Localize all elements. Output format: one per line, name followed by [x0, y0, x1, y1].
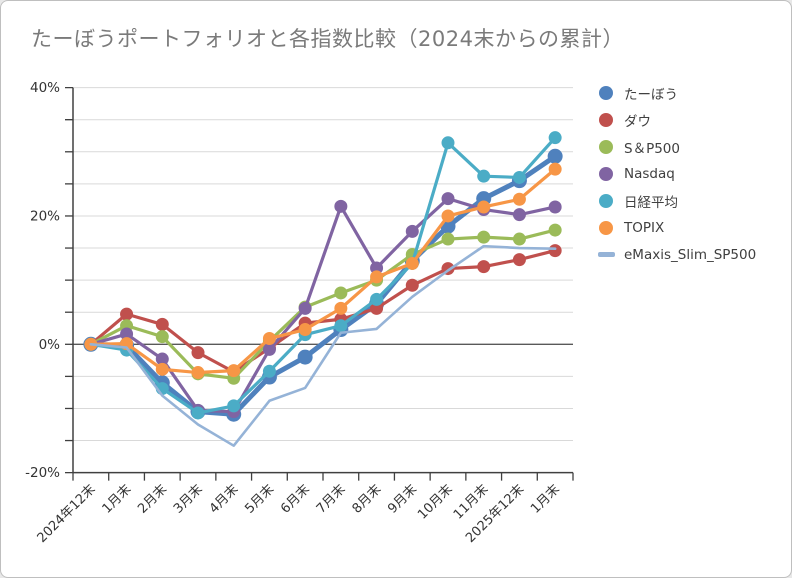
x-tick-label: 1月末 [100, 482, 135, 517]
data-point [548, 244, 562, 258]
data-point [120, 307, 134, 321]
data-point [155, 317, 169, 331]
data-point [477, 200, 491, 214]
data-point [334, 199, 348, 213]
data-point [120, 327, 134, 341]
data-point [370, 270, 384, 284]
legend-label: S＆P500 [624, 140, 680, 157]
legend-label: eMaxis_Slim_SP500 [624, 246, 757, 263]
data-point [441, 192, 455, 206]
data-point [548, 162, 562, 176]
legend-marker-dot [599, 166, 613, 181]
x-tick-label: 10月末 [415, 482, 456, 523]
data-point [297, 349, 313, 365]
series-TOPIX [84, 162, 562, 380]
data-point [227, 399, 241, 413]
data-point [512, 208, 526, 222]
x-tick-label: 3月末 [171, 482, 206, 517]
data-point [477, 169, 491, 183]
legend-marker-dot [599, 139, 613, 154]
chart-title: たーぼうポートフォリオと各指数比較（2024末からの累計） [31, 27, 624, 51]
y-tick-label: 20% [30, 208, 60, 224]
data-point [370, 261, 384, 275]
data-point [512, 170, 526, 184]
data-point [262, 342, 276, 356]
legend-item-eMaxis_Slim_SP500: eMaxis_Slim_SP500 [598, 241, 787, 268]
data-point [298, 301, 312, 315]
x-tick-label: 1月末 [528, 482, 563, 517]
chart-legend: たーぼうダウ S＆P500 Nasdaq 日経平均 TOPIX eMaxis_Slim_S… [598, 79, 787, 268]
legend-item-たーぼう: たーぼう [599, 79, 787, 106]
legend-label: 日経平均 [624, 194, 678, 211]
data-point [405, 224, 419, 238]
data-point [441, 136, 455, 150]
data-point [191, 406, 205, 420]
data-point [441, 232, 455, 246]
legend-marker-dot [599, 193, 613, 208]
legend-item-Nasdaq: Nasdaq [599, 160, 787, 187]
data-point [334, 301, 348, 315]
x-tick-label: 6月末 [278, 482, 313, 517]
x-tick-label: 2月末 [135, 482, 170, 517]
legend-marker-dot [599, 112, 613, 127]
series-eMaxis_Slim_SP500 [89, 244, 557, 447]
data-point [370, 301, 384, 315]
legend-item-TOPIX: TOPIX [599, 214, 787, 241]
data-point [548, 223, 562, 237]
series-日経平均 [84, 131, 562, 420]
x-tick-label: 5月末 [242, 482, 277, 517]
data-point [441, 209, 455, 223]
x-tick-label: 4月末 [207, 482, 242, 517]
legend-item-S＆P500: S＆P500 [599, 133, 787, 160]
data-point [477, 260, 491, 274]
y-tick-label: -20% [25, 465, 60, 481]
x-tick-label: 7月末 [314, 482, 349, 517]
data-point [405, 256, 419, 270]
data-point [512, 232, 526, 246]
data-point [405, 278, 419, 292]
data-point [262, 332, 276, 346]
data-point [298, 323, 312, 337]
data-point [512, 192, 526, 206]
y-axis-ticks: -20% 0% 20% 40% [25, 80, 73, 481]
legend-label: TOPIX [624, 219, 665, 236]
data-point [477, 230, 491, 244]
data-point [370, 292, 384, 306]
legend-label: たーぼう [624, 86, 678, 103]
legend-label: ダウ [624, 113, 651, 130]
data-point [334, 286, 348, 300]
data-point [155, 362, 169, 376]
data-point [155, 330, 169, 344]
data-point [547, 148, 563, 164]
data-point [548, 200, 562, 214]
x-tick-label: 8月末 [350, 482, 385, 517]
data-point [191, 366, 205, 380]
legend-marker-dot [599, 220, 613, 235]
data-point [262, 364, 276, 378]
x-tick-label: 2024年12末 [35, 482, 99, 546]
y-tick-label: 40% [30, 80, 60, 96]
legend-item-日経平均: 日経平均 [599, 187, 787, 214]
data-point [334, 319, 348, 333]
legend-marker-line [598, 252, 615, 257]
legend-item-ダウ: ダウ [599, 106, 787, 133]
data-point [155, 352, 169, 366]
y-tick-label: 0% [39, 337, 61, 353]
x-axis-ticks: 2024年12末 1月末 2月末 3月末 4月末 5月末 6月末 7月末 8月末 9月末10月末1… [35, 472, 574, 546]
data-point [227, 364, 241, 378]
legend-label: Nasdaq [624, 165, 675, 182]
series-line-eMaxis_Slim_SP500 [89, 244, 557, 447]
legend-marker-dot [599, 85, 613, 100]
data-point [548, 131, 562, 145]
data-point [512, 253, 526, 267]
data-point [191, 346, 205, 360]
series-line-日経平均 [89, 136, 557, 415]
